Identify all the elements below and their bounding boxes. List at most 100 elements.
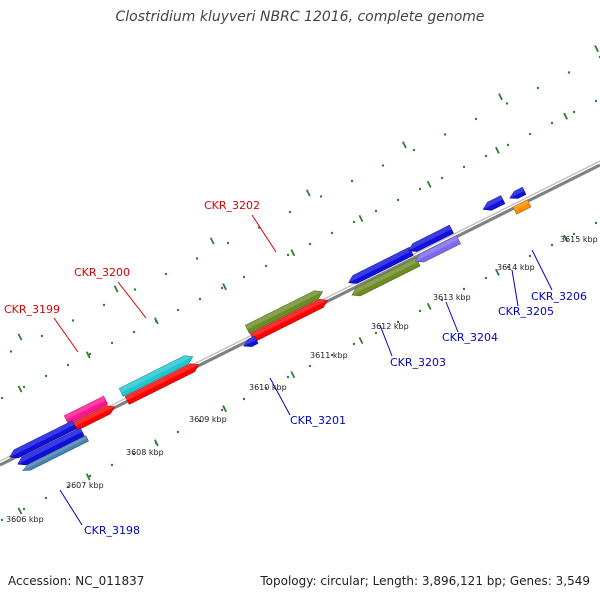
major-tick (85, 351, 91, 359)
gene-feature[interactable] (9, 420, 77, 459)
minor-tick (132, 330, 136, 334)
minor-tick (396, 320, 400, 324)
kbp-label: 3609 kbp (189, 415, 227, 424)
gene-label-top[interactable]: CKR_3200 (74, 266, 130, 279)
minor-tick (198, 297, 202, 301)
minor-tick (44, 496, 48, 500)
minor-tick (594, 99, 598, 103)
minor-tick (484, 276, 488, 280)
leader-line (59, 489, 83, 526)
minor-tick (88, 352, 92, 356)
minor-tick (242, 397, 246, 401)
major-tick (563, 112, 568, 120)
minor-tick (286, 253, 290, 257)
gene-highlight (17, 427, 83, 465)
kbp-label: 3610 kbp (249, 383, 287, 392)
minor-tick (308, 242, 312, 246)
major-tick (495, 268, 500, 276)
gene-feature[interactable] (124, 363, 200, 405)
gene-features (9, 186, 532, 471)
gene-label-bottom[interactable]: CKR_3203 (390, 356, 446, 369)
minor-tick (264, 386, 268, 390)
gene-highlight (73, 405, 115, 427)
minor-tick (352, 220, 356, 224)
major-tick (402, 141, 407, 149)
major-tick (85, 473, 91, 481)
minor-tick (102, 303, 106, 307)
gene-feature[interactable] (17, 427, 85, 466)
minor-tick (44, 374, 48, 378)
gene-label-bottom[interactable]: CKR_3201 (290, 414, 346, 427)
minor-tick (418, 187, 422, 191)
gene-highlight (408, 225, 452, 251)
minor-tick (110, 463, 114, 467)
gene-feature[interactable] (72, 405, 116, 431)
minor-tick (264, 264, 268, 268)
major-tick (222, 405, 227, 413)
gene-feature[interactable] (243, 335, 259, 347)
major-tick (358, 214, 364, 223)
minor-tick (374, 331, 378, 335)
minor-tick (572, 232, 576, 236)
minor-tick (505, 102, 509, 105)
major-tick (17, 333, 23, 341)
minor-tick (288, 210, 292, 214)
leader-line (251, 214, 277, 253)
gene-label-bottom[interactable]: CKR_3204 (442, 331, 498, 344)
gene-label-bottom[interactable]: CKR_3206 (531, 290, 587, 303)
minor-tick (164, 272, 168, 276)
gene-feature[interactable] (407, 224, 454, 252)
gene-feature[interactable] (509, 186, 527, 199)
gene-feature[interactable] (351, 257, 421, 297)
gene-label-bottom[interactable]: CKR_3198 (84, 524, 140, 537)
kbp-label: 3614 kbp (497, 263, 535, 272)
minor-tick (412, 148, 416, 152)
gene-feature[interactable] (22, 435, 89, 471)
gene-highlight (245, 290, 323, 330)
minor-tick (506, 265, 510, 269)
gene-feature[interactable] (63, 395, 109, 425)
gene-feature[interactable] (118, 355, 194, 397)
kbp-label: 3613 kbp (433, 293, 471, 302)
minor-tick (176, 308, 180, 312)
gene-feature[interactable] (512, 199, 532, 215)
minor-tick (474, 117, 478, 121)
major-tick (305, 189, 311, 197)
major-tick (563, 234, 568, 242)
major-tick (113, 285, 119, 293)
minor-tick (443, 133, 447, 136)
major-tick (154, 439, 159, 447)
kbp-label: 3606 kbp (6, 515, 44, 524)
gene-feature[interactable] (244, 290, 324, 334)
gene-highlight (415, 235, 459, 262)
topology-label: Topology: circular; Length: 3,896,121 bp… (260, 574, 590, 588)
minor-tick (0, 396, 4, 400)
major-tick (209, 237, 215, 245)
minor-tick (484, 154, 488, 158)
gene-feature[interactable] (348, 246, 414, 284)
minor-tick (133, 288, 137, 291)
minor-tick (381, 164, 385, 167)
minor-tick (440, 298, 444, 302)
gene-highlight (243, 336, 257, 347)
minor-tick (330, 353, 334, 357)
gene-highlight (125, 363, 199, 401)
gene-label-bottom[interactable]: CKR_3205 (498, 305, 554, 318)
gene-feature[interactable] (414, 235, 461, 263)
gene-label-top[interactable]: CKR_3202 (204, 199, 260, 212)
gene-highlight (22, 435, 88, 471)
minor-tick (40, 334, 44, 338)
minor-tick (462, 287, 466, 291)
major-tick (290, 249, 296, 257)
gene-highlight (483, 195, 503, 210)
minor-tick (22, 385, 26, 389)
minor-tick (66, 485, 70, 489)
minor-tick (572, 110, 576, 114)
gene-feature[interactable] (482, 195, 506, 211)
minor-tick (176, 430, 180, 434)
minor-tick (350, 179, 354, 183)
gene-label-top[interactable]: CKR_3199 (4, 303, 60, 316)
leader-line (531, 249, 553, 291)
minor-tick (536, 86, 540, 90)
